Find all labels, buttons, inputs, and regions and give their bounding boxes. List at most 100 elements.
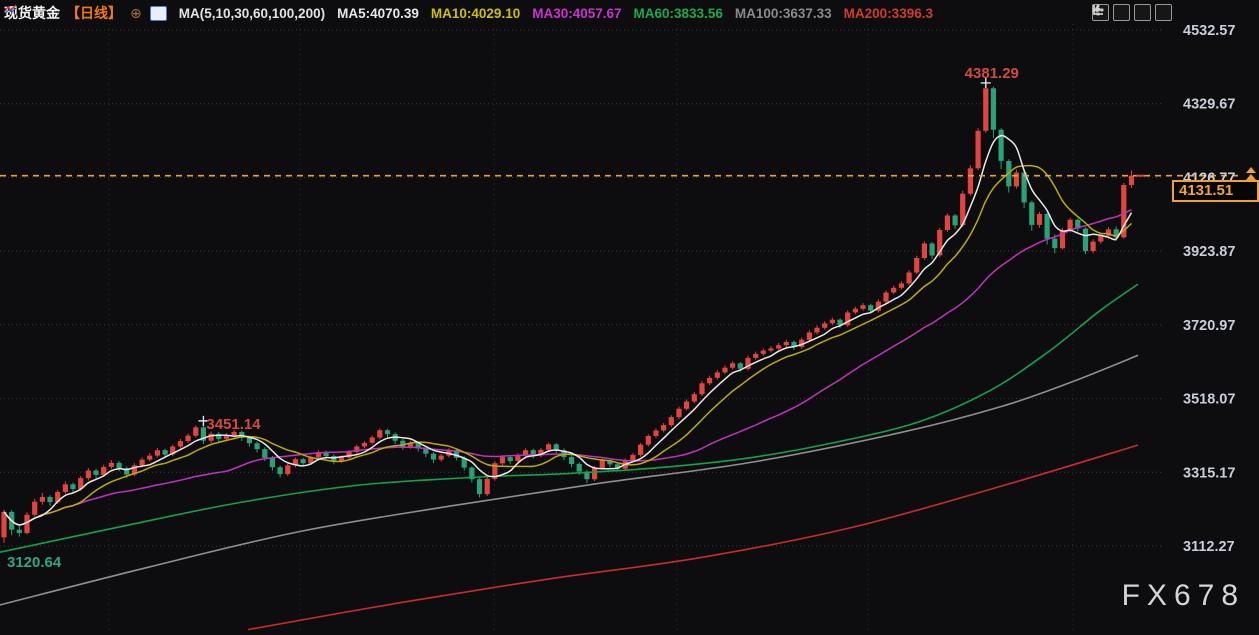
candle-body [990, 88, 996, 130]
candle-body [837, 319, 843, 326]
candle-body [377, 430, 383, 438]
candle-body [507, 457, 513, 462]
ma60-line [0, 283, 1139, 554]
ma-group-label: MA(5,10,30,60,100,200) [178, 5, 326, 21]
candle-body [745, 357, 751, 369]
candle-body [783, 341, 789, 346]
candle-body [62, 484, 68, 492]
chart-legend: 现货黄金 【日线】 ⊕ MA(5,10,30,60,100,200) MA5:4… [4, 3, 933, 23]
candle-body [806, 332, 812, 340]
candle-body [975, 130, 981, 169]
candle-body [875, 301, 881, 311]
candle-body [768, 348, 774, 351]
scroll-to-latest-arrows-icon[interactable] [1246, 167, 1256, 180]
candle-body [216, 433, 222, 439]
candle-body [78, 478, 84, 489]
axis-zoom-left-icon[interactable] [1093, 4, 1130, 21]
candle-body [638, 444, 644, 455]
candle-body [791, 341, 797, 347]
candle-body [476, 479, 483, 495]
candle-body [929, 243, 935, 256]
candle-body [776, 345, 782, 349]
candle-body [430, 453, 437, 460]
candle-body [914, 258, 920, 273]
candle-body [208, 433, 214, 441]
candle-body [538, 449, 544, 456]
candle-body [592, 468, 598, 480]
candle-body [714, 372, 720, 378]
candle-body [1013, 172, 1019, 187]
step-forward-icon[interactable] [1093, 4, 1172, 21]
candle-body [300, 459, 306, 464]
candle-body [967, 168, 973, 194]
candle-body [1036, 214, 1043, 225]
candle-body [39, 497, 45, 502]
candle-body [1128, 175, 1135, 185]
candle-body [883, 292, 889, 302]
candle-body [400, 440, 406, 447]
ma30-line [3, 209, 1132, 526]
candle-body [983, 88, 989, 131]
candle-body [16, 529, 22, 533]
candle-body [139, 459, 145, 466]
candle-body [1, 511, 7, 538]
candle-body [162, 450, 168, 455]
candle-body [1098, 235, 1104, 242]
mini-chart-icon[interactable] [4, 4, 167, 21]
candle-body [47, 497, 53, 503]
interval-label[interactable]: 【日线】 [66, 5, 122, 21]
candle-body [860, 305, 866, 309]
ma-legend-item: MA30:4057.67 [532, 5, 622, 21]
candle-body [523, 450, 529, 456]
candle-body [691, 394, 697, 402]
candle-body [108, 462, 114, 467]
axis-play-icon[interactable] [1093, 4, 1151, 21]
candle-body [1044, 214, 1050, 239]
candle-body [1029, 202, 1035, 225]
candle-body [269, 457, 275, 468]
candle-body [530, 450, 536, 456]
candle-body [93, 470, 99, 475]
candle-body [193, 427, 199, 436]
current-price-badge: 4131.51 [1172, 180, 1259, 202]
candle-body [32, 501, 38, 515]
candle-body [131, 465, 137, 475]
candle-body [70, 484, 76, 489]
candle-body [277, 467, 283, 475]
candle-body [55, 491, 61, 503]
candle-body [262, 449, 268, 458]
candle-body [668, 417, 674, 426]
candle-body [124, 468, 130, 475]
candle-body [407, 442, 414, 447]
price-annotation: 3120.64 [7, 554, 62, 571]
candle-body [653, 430, 659, 436]
candle-body [737, 363, 743, 369]
candle-body [438, 455, 444, 460]
link-circle-plus-icon[interactable]: ⊕ [130, 4, 142, 21]
candle-body [661, 425, 667, 431]
ma10-line [3, 164, 1133, 526]
candle-body [645, 436, 651, 445]
high-cross-marker [980, 77, 991, 88]
candle-body [147, 455, 153, 460]
candle-body [906, 272, 912, 284]
candle-body [116, 462, 122, 469]
chart-toolbar [1092, 4, 1172, 21]
candle-body [354, 446, 360, 452]
candle-body [684, 401, 690, 409]
candle-body [898, 283, 904, 288]
ma-legend-item: MA5:4070.39 [337, 5, 419, 21]
candle-body [423, 448, 429, 454]
y-axis-tick-label: 3518.07 [1183, 392, 1235, 408]
ma-legend-item: MA10:4029.10 [430, 5, 521, 21]
candle-body [753, 353, 759, 358]
ma100-line [0, 354, 1139, 606]
candle-body [944, 215, 950, 230]
candle-body [154, 450, 160, 456]
ma-legend-item: MA200:3396.3 [843, 5, 933, 21]
candle-body [223, 435, 229, 439]
candle-body [453, 450, 460, 458]
ma-lines-layer [0, 134, 1139, 631]
